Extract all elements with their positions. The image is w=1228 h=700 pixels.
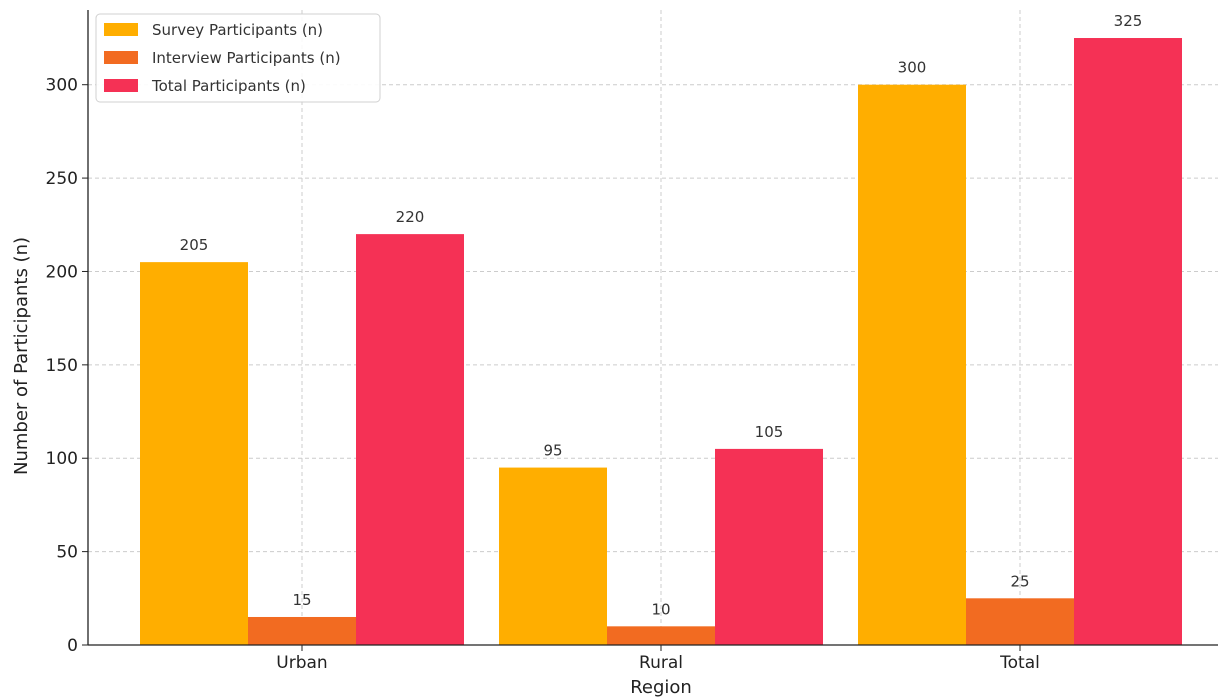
bar bbox=[248, 616, 356, 645]
x-tick-label: Urban bbox=[276, 653, 327, 673]
x-tick-label: Rural bbox=[639, 653, 683, 673]
y-tick-label: 0 bbox=[67, 636, 78, 656]
y-tick-label: 300 bbox=[46, 76, 78, 96]
x-axis-title: Region bbox=[630, 677, 692, 698]
bar-value-label: 300 bbox=[898, 59, 927, 77]
bar bbox=[499, 467, 607, 645]
legend-swatch bbox=[104, 51, 138, 64]
bar-value-label: 325 bbox=[1114, 12, 1143, 30]
legend-swatch bbox=[104, 23, 138, 36]
legend-box bbox=[95, 13, 381, 103]
y-tick-label: 200 bbox=[46, 262, 78, 282]
y-tick-label: 100 bbox=[46, 449, 78, 469]
y-tick-label: 150 bbox=[46, 356, 78, 376]
bar-value-label: 220 bbox=[396, 208, 425, 226]
bar-value-label: 25 bbox=[1010, 572, 1029, 590]
bar-value-label: 10 bbox=[651, 600, 670, 618]
bar bbox=[966, 598, 1074, 645]
bar bbox=[715, 448, 823, 645]
bars bbox=[140, 38, 1182, 646]
axes bbox=[87, 10, 1218, 646]
bar bbox=[1074, 38, 1182, 645]
value-labels: 205 95 300 15 10 25 220 105 325 bbox=[180, 12, 1143, 618]
bar bbox=[858, 84, 966, 646]
bar-value-label: 95 bbox=[543, 442, 562, 460]
grid-lines bbox=[88, 10, 1218, 646]
bar bbox=[140, 262, 248, 645]
bar bbox=[607, 626, 715, 645]
legend: Survey Participants (n) Interview Partici… bbox=[95, 13, 381, 103]
bar-value-label: 15 bbox=[292, 591, 311, 609]
legend-label: Survey Participants (n) bbox=[152, 21, 323, 39]
legend-label: Interview Participants (n) bbox=[152, 49, 341, 67]
y-tick-label: 250 bbox=[46, 169, 78, 189]
x-tick-label: Total bbox=[999, 653, 1040, 673]
legend-swatch bbox=[104, 79, 138, 92]
legend-label: Total Participants (n) bbox=[151, 77, 306, 95]
bar-value-label: 205 bbox=[180, 236, 209, 254]
ticks: 0 50 100 150 200 250 300 Urban Rural Total bbox=[46, 76, 1040, 673]
y-tick-label: 50 bbox=[56, 543, 78, 563]
bar bbox=[356, 234, 464, 645]
y-axis-title: Number of Participants (n) bbox=[11, 237, 32, 475]
bar-value-label: 105 bbox=[755, 423, 784, 441]
